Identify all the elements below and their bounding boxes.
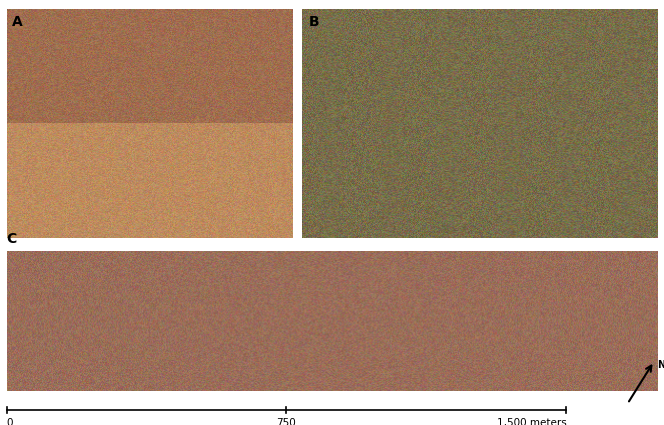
Text: N: N <box>657 360 664 371</box>
Text: 1,500 meters: 1,500 meters <box>497 417 566 425</box>
Text: 0: 0 <box>7 417 13 425</box>
Text: A: A <box>13 15 23 29</box>
Text: 750: 750 <box>277 417 296 425</box>
Text: C: C <box>7 232 17 246</box>
Text: B: B <box>309 15 320 29</box>
